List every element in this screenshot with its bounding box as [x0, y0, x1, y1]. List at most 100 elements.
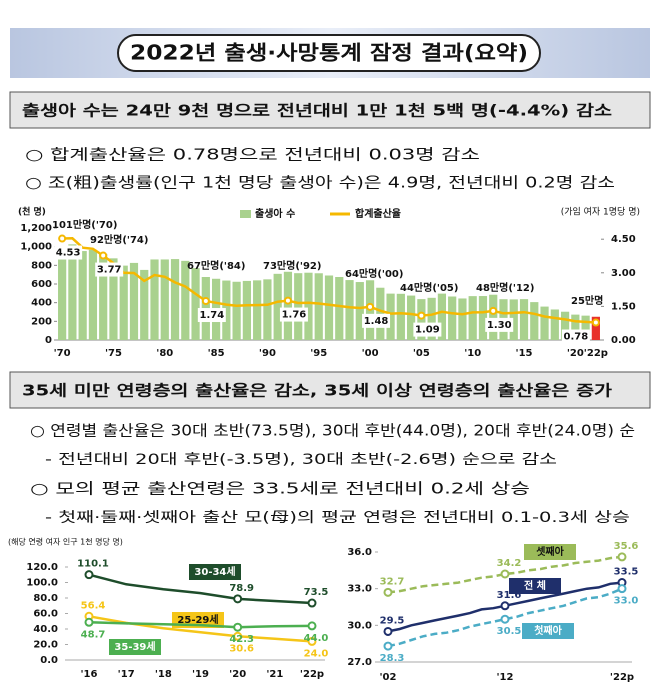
label-bg: [413, 322, 442, 337]
x-tick-label: '75: [105, 348, 122, 359]
bullet: ○ 연령별 출산율은 30대 초반(73.5명), 30대 후반(44.0명),…: [30, 422, 635, 440]
title-box: [117, 34, 541, 72]
bar: [530, 302, 539, 340]
data-label: 0.78: [564, 332, 589, 343]
x-tick-label: '20: [229, 669, 246, 680]
point: [84, 570, 94, 580]
data-label: 42.3: [229, 634, 254, 645]
data-label: 3.77: [97, 265, 122, 276]
data-label: 33.5: [614, 567, 639, 578]
point: [233, 594, 243, 604]
bar: [314, 273, 323, 340]
y-tick-label: 400: [31, 298, 52, 309]
y-axis-label: (천 명): [18, 206, 46, 218]
section-heading: 35세 미만 연령층의 출산율은 감소, 35세 이상 연령층의 출산율은 증가: [22, 382, 612, 400]
bar: [232, 281, 241, 340]
bar: [58, 246, 67, 340]
bar: [386, 293, 395, 340]
legend-label: 출생아 수: [255, 207, 295, 220]
y-tick-label: 20.0: [33, 640, 58, 651]
data-label: 78.9: [229, 583, 254, 594]
legend-box: [109, 639, 161, 655]
x-tick-label: '90: [259, 348, 276, 359]
bar: [478, 296, 488, 340]
annotation: 92만명('74): [90, 233, 148, 246]
point: [383, 626, 393, 636]
bar: [509, 299, 518, 340]
y-tick-label: 60.0: [33, 609, 58, 620]
bullet: ○ 조(粗)출생률(인구 1천 명당 출생아 수)은 4.9명, 전년대비 0.…: [25, 174, 615, 192]
point: [489, 306, 498, 315]
bar: [222, 280, 231, 340]
bar: [283, 271, 293, 340]
data-label: 48.7: [81, 629, 106, 640]
point: [307, 598, 317, 608]
annotation: 101만명('70): [52, 218, 117, 231]
section-heading: 출생아 수는 24만 9천 명으로 전년대비 1만 1천 5백 명(-4.4%)…: [22, 102, 612, 120]
data-label: 4.53: [56, 248, 81, 259]
data-label: 34.2: [497, 558, 522, 569]
data-label: 1.76: [282, 310, 307, 321]
point: [500, 601, 510, 611]
data-label: 32.7: [380, 576, 405, 587]
x-tick-label: '17: [118, 669, 135, 680]
annotation: 44만명('05): [400, 281, 458, 294]
point: [99, 251, 108, 260]
data-label: 30.5: [497, 626, 522, 637]
data-label: 33.0: [614, 596, 639, 607]
line: [88, 621, 313, 629]
label-bg: [95, 262, 124, 277]
point: [617, 584, 627, 594]
bar: [68, 244, 77, 340]
y-axis-label: (해당 연령 여자 인구 1천 명당 명): [8, 537, 123, 547]
annotation: 67만명('84): [187, 259, 245, 272]
bar: [468, 296, 477, 340]
point: [58, 234, 67, 243]
data-label: 30.6: [229, 643, 254, 654]
bar: [437, 293, 447, 340]
x-tick-label: '12: [497, 672, 514, 683]
x-tick-label: '80: [156, 348, 173, 359]
annotation: 48만명('12): [476, 281, 534, 294]
x-tick-label: '95: [310, 348, 327, 359]
legend-box: [524, 544, 576, 560]
data-label: 110.1: [77, 559, 109, 570]
bullet: ○ 합계출산율은 0.78명으로 전년대비 0.03명 감소: [25, 146, 480, 164]
point: [307, 621, 317, 631]
legend-box: [509, 578, 561, 594]
y-tick-label: 1,200: [20, 223, 52, 234]
bar: [448, 296, 457, 340]
label-bg: [54, 245, 83, 260]
point: [383, 641, 393, 651]
annotation: 73만명('92): [263, 259, 321, 272]
bar: [324, 275, 334, 340]
label-bg: [279, 307, 308, 322]
bar: [129, 262, 139, 340]
label-bg: [362, 313, 391, 328]
point: [500, 569, 510, 579]
bullet: ○ 모의 평균 출산연령은 33.5세로 전년대비 0.2세 상승: [30, 480, 530, 498]
legend-label: 첫째아: [534, 624, 562, 637]
y-tick-label: 1,000: [20, 242, 52, 253]
bar: [591, 316, 600, 340]
x-tick-label: '22p: [610, 672, 634, 683]
x-tick-label: '10: [464, 348, 481, 359]
bar: [181, 260, 190, 340]
bar: [427, 297, 436, 340]
point: [617, 552, 627, 562]
legend-label: 25-29세: [177, 613, 218, 626]
bar: [560, 311, 570, 340]
bar: [150, 259, 159, 340]
bar: [263, 279, 272, 340]
x-tick-label: '22p: [300, 669, 324, 680]
data-label: 1.09: [415, 325, 440, 336]
bar: [335, 277, 344, 340]
bar: [345, 280, 354, 340]
bar: [119, 265, 128, 340]
x-tick-label: '20: [567, 348, 584, 359]
bar: [140, 269, 149, 340]
data-label: 1.30: [487, 320, 512, 331]
data-label: 1.48: [364, 316, 389, 327]
data-label: 73.5: [304, 587, 329, 598]
